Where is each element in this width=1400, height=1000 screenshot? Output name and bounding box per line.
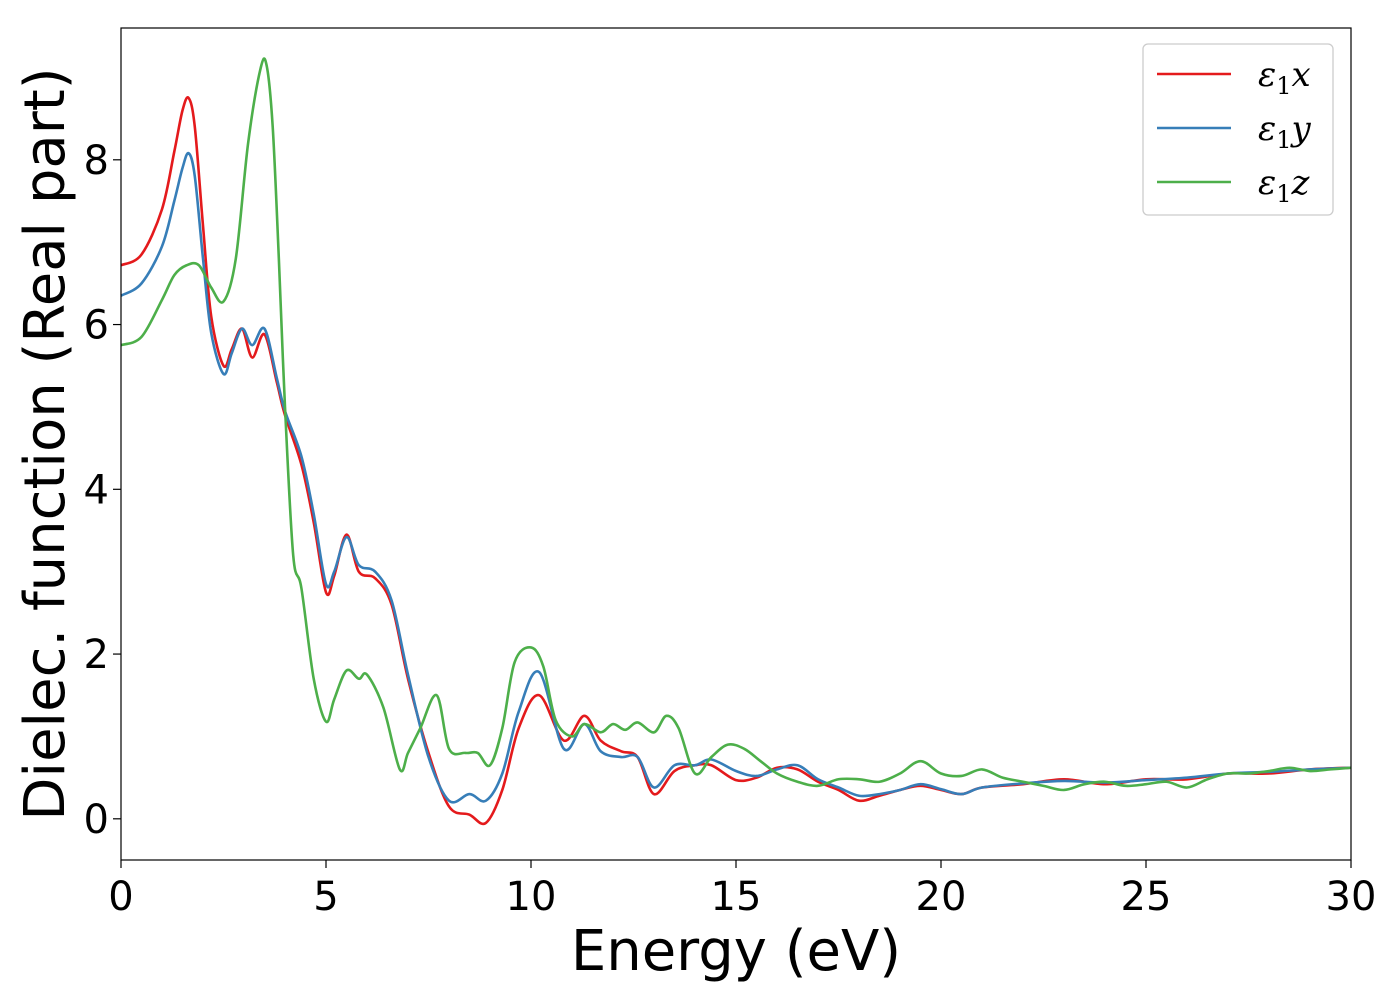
series-line-z [120,57,1352,792]
x-tick-label: 30 [1326,874,1377,920]
x-axis-ticks: 0 5 10 15 20 25 30 [108,860,1376,920]
x-axis-label: Energy (eV) [571,919,901,984]
x-tick-label: 0 [108,874,133,920]
legend-frame [1142,43,1334,216]
legend-label-x: ε1x [1258,55,1311,100]
legend: ε1x ε1y ε1z [1142,43,1334,216]
y-tick-label: 8 [84,138,109,184]
x-tick-label: 5 [313,874,338,920]
y-axis-label: Dielec. function (Real part) [13,67,78,820]
y-tick-label: 0 [84,797,109,843]
y-tick-label: 2 [84,632,109,678]
y-tick-label: 6 [84,303,109,349]
legend-label-y: ε1y [1258,109,1312,154]
x-tick-label: 15 [711,874,762,920]
x-tick-label: 25 [1121,874,1172,920]
x-tick-label: 20 [916,874,967,920]
y-axis-ticks: 0 2 4 6 8 [84,138,121,843]
series-layer [120,57,1352,826]
legend-label-z: ε1z [1258,163,1311,208]
series-line-y [120,151,1352,804]
y-tick-label: 4 [84,467,109,513]
x-tick-label: 10 [506,874,557,920]
